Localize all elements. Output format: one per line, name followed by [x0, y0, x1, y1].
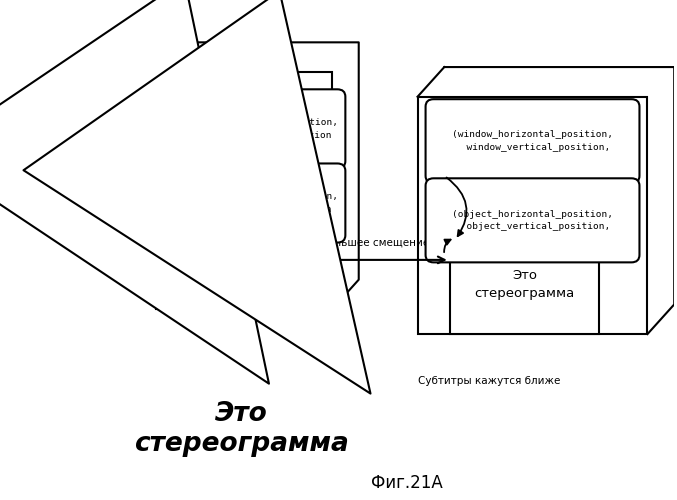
FancyBboxPatch shape — [426, 178, 640, 262]
Text: Это
стереограмма: Это стереограмма — [134, 401, 349, 457]
FancyBboxPatch shape — [169, 90, 345, 168]
Text: Большее смещение: Большее смещение — [321, 238, 429, 248]
Text: (window_horizontal_position,
  window_vertical_position: (window_horizontal_position, window_vert… — [177, 118, 338, 140]
Polygon shape — [418, 96, 647, 334]
Text: (object_horizontal_position,
  object_vertical_position,: (object_horizontal_position, object_vert… — [452, 210, 613, 231]
FancyBboxPatch shape — [167, 210, 300, 310]
Text: Это
стереограмма: Это стереограмма — [475, 269, 575, 300]
Polygon shape — [156, 72, 332, 310]
FancyBboxPatch shape — [450, 235, 599, 334]
Text: Фиг.21А: Фиг.21А — [371, 474, 443, 492]
Text: Это
стереограмма: Это стереограмма — [183, 244, 283, 276]
Text: (window_horizontal_position,
  window_vertical_position,: (window_horizontal_position, window_vert… — [452, 130, 613, 152]
FancyBboxPatch shape — [426, 99, 640, 183]
Text: Субтитры кажутся ближе: Субтитры кажутся ближе — [418, 376, 560, 386]
FancyBboxPatch shape — [169, 164, 345, 242]
Text: (object_horizontal_position,
  object_vertical_position: (object_horizontal_position, object_vert… — [177, 192, 338, 214]
